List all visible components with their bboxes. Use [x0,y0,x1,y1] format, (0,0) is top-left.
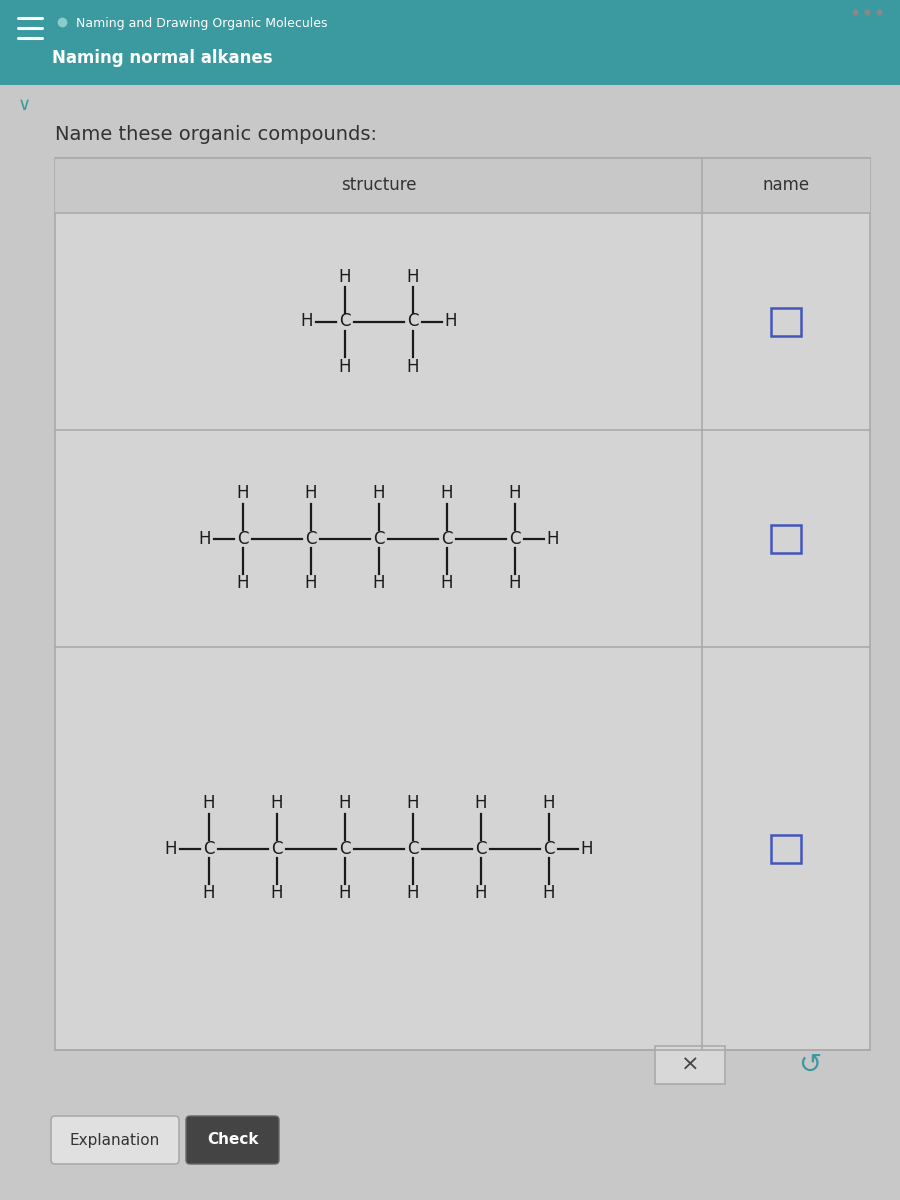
Text: H: H [338,268,351,286]
Text: H: H [301,312,313,330]
Text: H: H [474,794,487,812]
Bar [55,158,870,214]
Text: C: C [475,840,486,858]
Bar [771,307,801,336]
Text: H: H [474,884,487,902]
Text: H: H [270,884,283,902]
Text: Check: Check [207,1133,258,1147]
Bar [771,524,801,552]
Text: Naming normal alkanes: Naming normal alkanes [52,49,273,67]
Text: C: C [407,312,418,330]
Text: H: H [338,794,351,812]
Text: H: H [508,485,521,503]
Text: Explanation: Explanation [70,1133,160,1147]
Text: C: C [441,529,452,547]
Text: H: H [270,794,283,812]
Text: H: H [406,358,419,376]
Text: H: H [406,884,419,902]
Text: H: H [406,794,419,812]
Text: H: H [202,884,215,902]
Text: ∨: ∨ [18,96,32,114]
Text: H: H [406,268,419,286]
Text: C: C [338,312,350,330]
Text: H: H [542,884,554,902]
Text: Naming and Drawing Organic Molecules: Naming and Drawing Organic Molecules [76,18,328,30]
Text: C: C [271,840,283,858]
Text: H: H [338,884,351,902]
Bar [771,834,801,863]
Text: H: H [440,485,453,503]
Text: C: C [305,529,316,547]
Text: C: C [373,529,384,547]
Bar [0,0,900,85]
Text: C: C [407,840,418,858]
Text: H: H [198,529,211,547]
Bar [55,158,870,1050]
Text: H: H [508,575,521,593]
Text: H: H [373,485,385,503]
Text: C: C [202,840,214,858]
Text: H: H [304,575,317,593]
Text: ↺: ↺ [798,1051,822,1079]
Text: H: H [304,485,317,503]
Text: H: H [164,840,176,858]
Text: H: H [236,485,248,503]
Text: H: H [546,529,559,547]
Text: C: C [543,840,554,858]
Text: H: H [580,840,593,858]
Text: ×: × [680,1055,699,1075]
Text: H: H [338,358,351,376]
Bar [655,1046,725,1084]
Text: H: H [440,575,453,593]
FancyBboxPatch shape [186,1116,279,1164]
Text: H: H [373,575,385,593]
Text: structure: structure [341,176,416,194]
Text: H: H [542,794,554,812]
Text: C: C [237,529,248,547]
Text: H: H [202,794,215,812]
Text: name: name [762,176,810,194]
Text: H: H [445,312,456,330]
Text: Name these organic compounds:: Name these organic compounds: [55,126,377,144]
FancyBboxPatch shape [51,1116,179,1164]
Text: C: C [508,529,520,547]
Text: H: H [236,575,248,593]
Text: C: C [338,840,350,858]
